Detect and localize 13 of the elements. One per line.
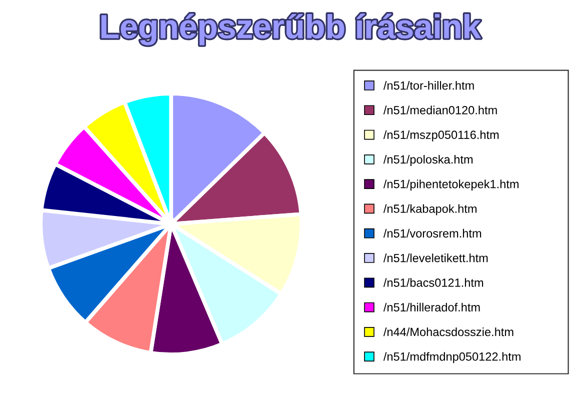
legend-label: /n51/kabapok.htm	[383, 204, 476, 216]
legend-label: /n51/poloska.htm	[383, 154, 473, 166]
legend-label: /n51/mdfmdnp050122.htm	[383, 352, 520, 364]
legend-label: /n51/mszp050116.htm	[383, 130, 499, 142]
legend-label: /n51/bacs0121.htm	[383, 278, 484, 287]
chart-title: Legnépszerűbb írásaink	[101, 14, 481, 46]
legend-label: /n51/pihentetokepek1.htm	[383, 180, 518, 191]
legend-label: /n51/hilleradof.htm	[383, 302, 480, 312]
legend-label: /n51/median0120.htm	[383, 106, 497, 114]
legend-label: /n44/Mohacsdosszie.htm	[383, 327, 514, 336]
legend-label: /n51/leveletikett.htm	[383, 254, 488, 262]
legend-label: /n51/tor-hiller.htm	[383, 81, 474, 90]
legend-label: /n51/vorosrem.htm	[383, 228, 482, 238]
